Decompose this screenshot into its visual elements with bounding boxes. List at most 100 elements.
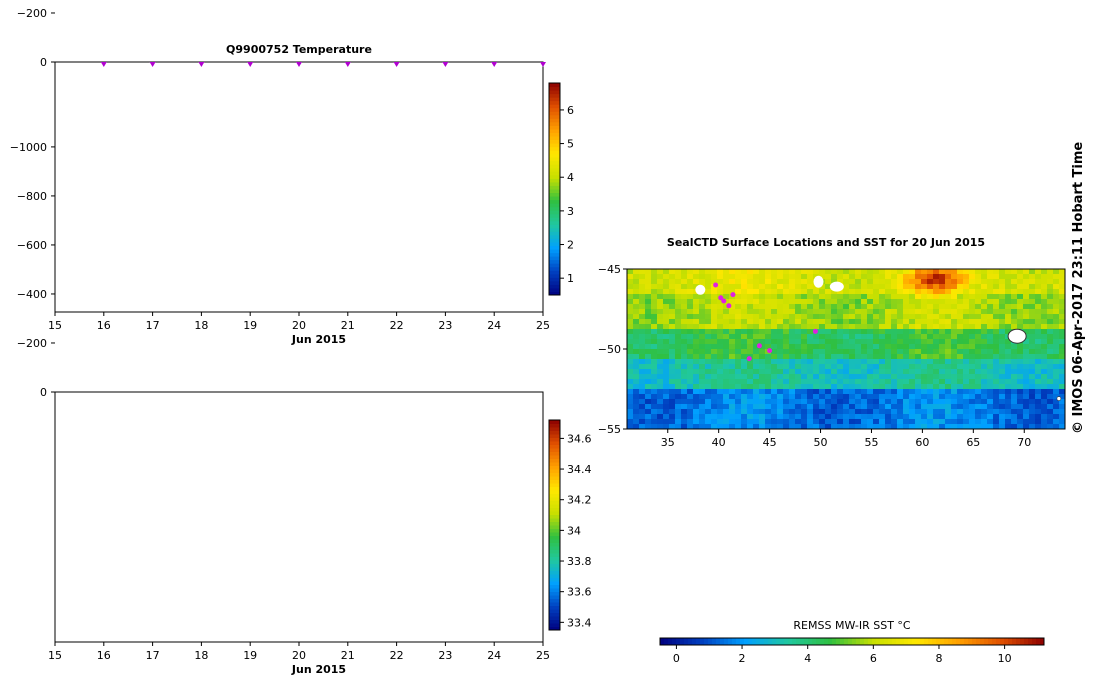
map-sst-cell bbox=[723, 319, 730, 325]
map-sst-cell bbox=[933, 324, 940, 330]
map-sst-cell bbox=[879, 309, 886, 315]
map-sst-cell bbox=[777, 299, 784, 305]
map-sst-cell bbox=[747, 344, 754, 350]
map-sst-cell bbox=[735, 394, 742, 400]
map-sst-cell bbox=[669, 334, 676, 340]
sal-colorbar-cell bbox=[549, 563, 560, 568]
map-sst-cell bbox=[945, 279, 952, 285]
map-sst-cell bbox=[909, 319, 916, 325]
map-sst-cell bbox=[843, 364, 850, 370]
map-sst-cell bbox=[927, 374, 934, 380]
map-sst-cell bbox=[843, 399, 850, 405]
map-sst-cell bbox=[639, 304, 646, 310]
map-sst-cell bbox=[1005, 304, 1012, 310]
map-sst-cell bbox=[801, 274, 808, 280]
map-sst-cell bbox=[939, 324, 946, 330]
map-sst-cell bbox=[729, 314, 736, 320]
temp-colorbar-cell bbox=[549, 277, 560, 282]
map-sst-cell bbox=[963, 314, 970, 320]
map-sst-cell bbox=[663, 314, 670, 320]
map-sst-cell bbox=[789, 274, 796, 280]
map-sst-cell bbox=[627, 414, 634, 420]
map-sst-cell bbox=[1035, 334, 1042, 340]
map-sst-cell bbox=[645, 269, 652, 275]
map-sst-cell bbox=[891, 339, 898, 345]
map-sst-cell bbox=[789, 384, 796, 390]
map-sst-cell bbox=[825, 359, 832, 365]
map-sst-cell bbox=[897, 424, 904, 430]
map-sst-cell bbox=[867, 269, 874, 275]
map-sst-cell bbox=[669, 394, 676, 400]
map-sst-cell bbox=[957, 319, 964, 325]
map-sst-cell bbox=[783, 344, 790, 350]
map-sst-cell bbox=[759, 409, 766, 415]
map-sst-cell bbox=[753, 364, 760, 370]
map-sst-cell bbox=[657, 379, 664, 385]
map-sst-cell bbox=[669, 324, 676, 330]
map-sst-cell bbox=[969, 384, 976, 390]
map-sst-cell bbox=[777, 374, 784, 380]
map-sst-cell bbox=[915, 294, 922, 300]
map-sst-cell bbox=[717, 384, 724, 390]
map-sst-cell bbox=[819, 334, 826, 340]
map-sst-cell bbox=[723, 324, 730, 330]
sal-xtick-label: 25 bbox=[536, 649, 550, 662]
map-sst-cell bbox=[993, 304, 1000, 310]
map-sst-cell bbox=[801, 394, 808, 400]
map-sst-cell bbox=[633, 324, 640, 330]
map-sst-cell bbox=[645, 369, 652, 375]
map-sst-cell bbox=[939, 369, 946, 375]
map-sst-cell bbox=[915, 419, 922, 425]
map-sst-cell bbox=[669, 414, 676, 420]
sal-colorbar-cell bbox=[549, 612, 560, 617]
map-sst-cell bbox=[687, 324, 694, 330]
map-sst-cell bbox=[981, 289, 988, 295]
map-sst-cell bbox=[723, 329, 730, 335]
map-sst-cell bbox=[1017, 414, 1024, 420]
map-sst-cell bbox=[627, 289, 634, 295]
map-sst-cell bbox=[999, 294, 1006, 300]
map-sst-cell bbox=[999, 419, 1006, 425]
map-sst-cell bbox=[807, 394, 814, 400]
map-sst-cell bbox=[813, 369, 820, 375]
map-sst-cell bbox=[975, 404, 982, 410]
map-sst-cell bbox=[963, 269, 970, 275]
map-sst-cell bbox=[627, 404, 634, 410]
map-sst-cell bbox=[909, 359, 916, 365]
map-sst-cell bbox=[753, 344, 760, 350]
map-sst-cell bbox=[1029, 379, 1036, 385]
map-sst-cell bbox=[723, 404, 730, 410]
map-sst-cell bbox=[969, 314, 976, 320]
map-sst-cell bbox=[747, 349, 754, 355]
map-sst-cell bbox=[741, 339, 748, 345]
map-sst-cell bbox=[627, 369, 634, 375]
map-sst-cell bbox=[855, 344, 862, 350]
map-sst-cell bbox=[753, 284, 760, 290]
map-sst-cell bbox=[651, 344, 658, 350]
map-sst-cell bbox=[717, 409, 724, 415]
map-sst-cell bbox=[645, 289, 652, 295]
map-sst-cell bbox=[723, 389, 730, 395]
map-sst-cell bbox=[813, 354, 820, 360]
map-sst-cell bbox=[711, 354, 718, 360]
map-sst-cell bbox=[981, 314, 988, 320]
map-sst-cell bbox=[807, 374, 814, 380]
map-sst-cell bbox=[813, 344, 820, 350]
map-sst-cell bbox=[693, 354, 700, 360]
map-sst-cell bbox=[795, 399, 802, 405]
map-sst-cell bbox=[867, 414, 874, 420]
map-sst-cell bbox=[993, 374, 1000, 380]
map-sst-cell bbox=[849, 409, 856, 415]
map-sst-cell bbox=[795, 334, 802, 340]
map-sst-cell bbox=[675, 384, 682, 390]
map-sst-cell bbox=[831, 394, 838, 400]
map-sst-cell bbox=[1011, 424, 1018, 430]
map-sst-cell bbox=[1017, 344, 1024, 350]
map-sst-cell bbox=[957, 339, 964, 345]
map-sst-cell bbox=[783, 374, 790, 380]
map-sst-cell bbox=[801, 339, 808, 345]
temp-colorbar-cell bbox=[549, 210, 560, 215]
map-sst-cell bbox=[1005, 319, 1012, 325]
temp-profile-marker bbox=[442, 62, 449, 67]
map-sst-cell bbox=[999, 399, 1006, 405]
